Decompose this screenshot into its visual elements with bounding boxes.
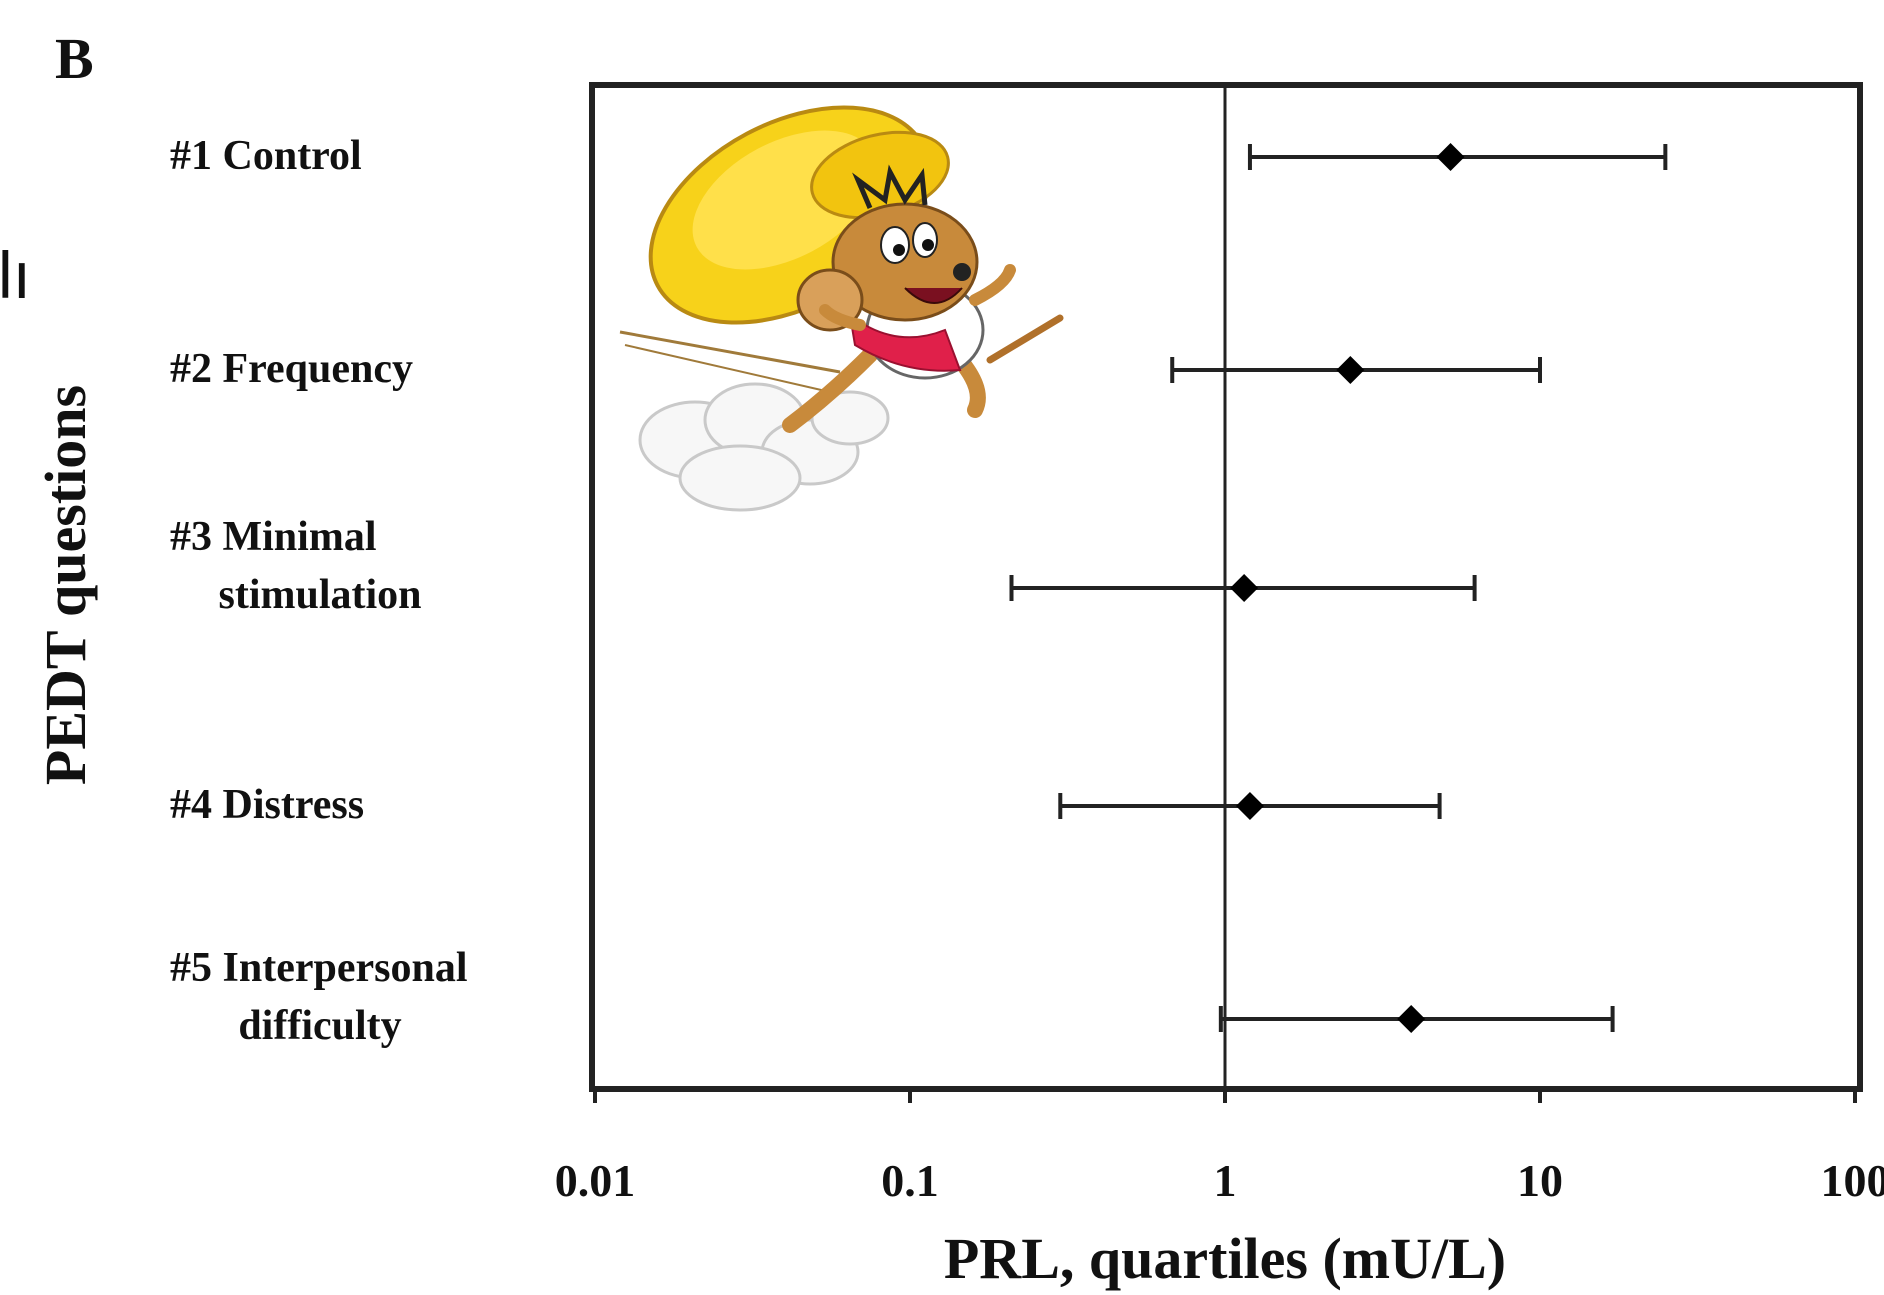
category-label: #3 Minimal — [170, 514, 377, 560]
cartoon-mouse-illustration — [619, 105, 1064, 512]
cut-off-text: lı — [0, 238, 31, 312]
category-label-line2: difficulty — [238, 1003, 401, 1049]
x-tick-label: 0.01 — [555, 1155, 636, 1206]
category-label: #5 Interpersonal — [170, 945, 468, 991]
x-axis-title: PRL, quartiles (mU/L) — [944, 1226, 1506, 1291]
y-axis-title: PEDT questions — [33, 385, 98, 785]
panel-label: B — [55, 26, 94, 91]
x-tick-label: 10 — [1517, 1155, 1563, 1206]
x-tick-label: 1 — [1214, 1155, 1237, 1206]
point-estimate-marker — [1336, 356, 1365, 384]
category-labels: #1 Control #2 Frequency #3 Minimal stimulat… — [170, 133, 468, 1049]
data-point-row — [1218, 1005, 1615, 1033]
x-tick-label: 100 — [1821, 1155, 1884, 1206]
data-point-row — [1058, 792, 1442, 820]
point-estimate-marker — [1235, 792, 1264, 820]
point-estimate-marker — [1230, 574, 1259, 602]
x-axis-ticks: 0.01 0.1 1 10 100 — [555, 1089, 1884, 1206]
category-label: #2 Frequency — [170, 346, 413, 392]
x-tick-label: 0.1 — [881, 1155, 939, 1206]
point-estimate-marker — [1436, 143, 1465, 171]
category-label-line2: stimulation — [218, 572, 421, 618]
category-label: #4 Distress — [170, 782, 364, 828]
data-point-row — [1009, 574, 1477, 602]
data-point-row — [1170, 356, 1542, 384]
point-estimate-marker — [1397, 1005, 1426, 1033]
data-point-row — [1247, 143, 1668, 171]
category-label: #1 Control — [170, 133, 362, 179]
chart-marks — [1009, 85, 1668, 1089]
